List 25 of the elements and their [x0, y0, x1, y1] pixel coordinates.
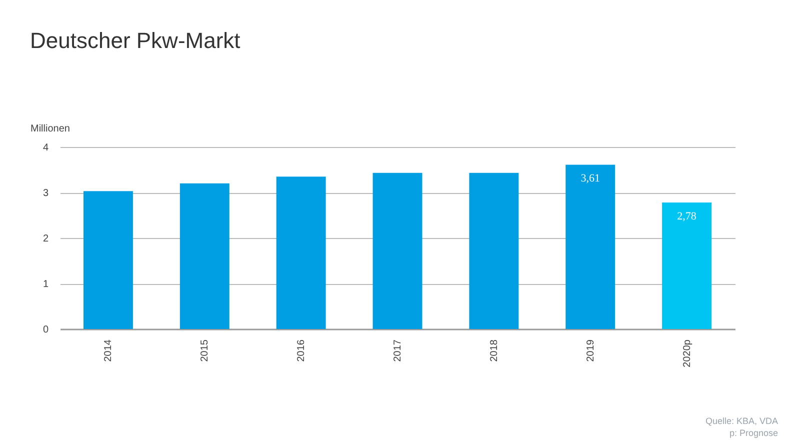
- text: p: Prognose: [728, 427, 778, 439]
- bar: [180, 183, 230, 329]
- bar: [372, 172, 422, 329]
- y-tick-label: 0: [42, 324, 49, 336]
- x-tick-label: 2016: [296, 339, 308, 362]
- bar: [566, 164, 616, 329]
- data-label: 3,61: [580, 172, 600, 185]
- y-tick-label: 1: [42, 279, 49, 290]
- bar: [469, 172, 519, 329]
- bar: [276, 176, 326, 329]
- bar: [662, 202, 712, 329]
- x-tick-label: 2015: [200, 339, 211, 362]
- x-tick-label: 2017: [392, 339, 404, 362]
- bar: [83, 191, 133, 329]
- y-tick-label: 4: [42, 142, 49, 154]
- x-tick-label: 2014: [103, 339, 114, 362]
- y-axis-title: Millionen: [30, 124, 70, 134]
- x-tick-label: 2018: [488, 339, 500, 362]
- x-tick-label: 2020p: [682, 339, 693, 368]
- source-note: Quelle: KBA, VDA: [705, 415, 778, 427]
- y-tick-label: 2: [42, 234, 49, 244]
- chart-title: Deutscher Pkw-Markt: [30, 28, 240, 53]
- data-label: 2,78: [677, 210, 697, 223]
- x-tick-label: 2019: [585, 339, 596, 362]
- y-tick-label: 3: [42, 188, 49, 199]
